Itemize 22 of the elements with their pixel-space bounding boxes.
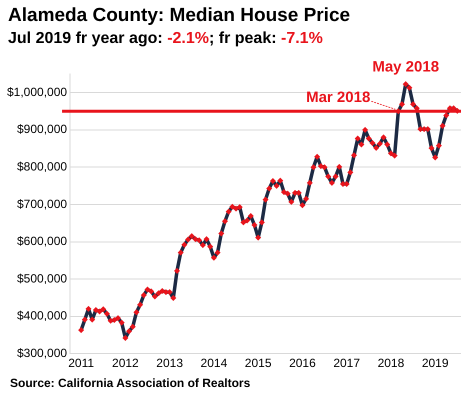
- chart-title: Alameda County: Median House Price: [8, 5, 350, 27]
- x-tick-label: 2011: [68, 356, 94, 370]
- x-tick-label: 2019: [422, 356, 449, 370]
- x-tick-label: 2013: [156, 356, 184, 370]
- x-tick-label: 2015: [244, 356, 272, 370]
- x-tick-label: 2017: [333, 356, 360, 370]
- y-tick-label: $900,000: [16, 122, 68, 136]
- y-tick-label: $500,000: [16, 271, 68, 286]
- x-tick-label: 2016: [289, 356, 316, 370]
- x-tick-label: 2014: [200, 356, 228, 370]
- x-tick-label: 2012: [112, 356, 140, 370]
- y-tick-label: $1,000,000: [6, 84, 68, 99]
- x-tick-label: 2018: [378, 356, 405, 370]
- y-tick-label: $400,000: [16, 308, 68, 323]
- y-tick-label: $700,000: [16, 196, 68, 211]
- y-tick-label: $300,000: [16, 346, 68, 360]
- y-tick-label: $800,000: [16, 160, 68, 174]
- source-note: Source: California Association of Realtors: [10, 376, 250, 390]
- annotation: May 2018: [372, 58, 440, 76]
- y-tick-label: $600,000: [16, 234, 68, 248]
- chart-subtitle: Jul 2019 fr year ago: -2.1%; fr peak: -7.1%: [8, 30, 323, 47]
- annotation: Mar 2018: [306, 88, 370, 106]
